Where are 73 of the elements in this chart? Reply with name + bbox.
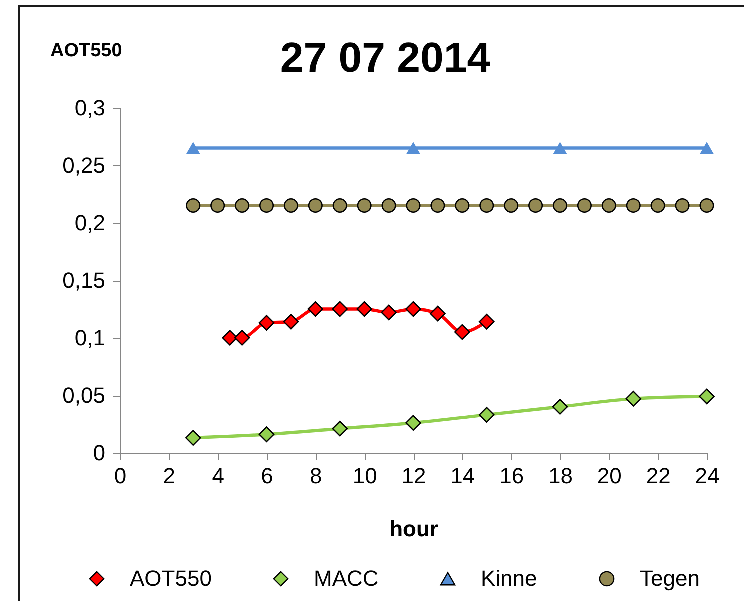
y-tick-label: 0,3 [74,96,106,120]
x-axis-title: hour [390,516,439,542]
point [222,330,238,346]
point [650,198,666,213]
point [234,330,250,346]
point [406,198,421,213]
x-tick-label: 10 [352,464,378,488]
chart-title: 27 07 2014 [280,34,492,81]
point [504,198,519,213]
x-tick-label: 24 [695,464,720,488]
point [258,426,275,442]
point [478,407,495,423]
point [258,315,275,331]
x-tick-label: 12 [402,464,426,488]
point [186,198,201,213]
point [430,198,446,213]
y-tick-label: 0 [93,440,106,466]
point [308,198,323,213]
legend-label: MACC [314,566,379,591]
y-tick-label: 0,2 [74,210,106,236]
legend-label: Tegen [640,566,700,591]
point [406,142,421,154]
point [700,198,714,213]
point [577,198,592,213]
point [332,198,348,213]
point [186,142,200,154]
x-tick-label: 2 [163,464,176,488]
legend-label: Kinne [481,566,538,591]
point [553,142,568,154]
point [259,198,274,213]
x-tick-label: 16 [500,464,524,488]
x-tick-label: 6 [261,464,274,488]
point [185,430,202,446]
point [356,301,372,318]
point [406,415,422,431]
y-tick-label: 0,05 [62,383,106,408]
point [357,198,372,213]
point [602,198,616,213]
y-axis-title: AOT550 [50,40,122,62]
x-tick-label: 20 [597,464,622,488]
point [626,391,642,407]
legend-label: AOT550 [130,566,212,591]
point [308,301,324,318]
point [406,301,422,318]
point [675,198,690,213]
y-tick-label: 0,15 [62,268,106,293]
point [283,314,300,330]
point [455,198,470,213]
point [552,399,568,415]
x-tick-label: 18 [548,464,573,488]
y-tick-label: 0,1 [74,326,106,350]
x-tick-label: 14 [450,464,476,488]
x-tick-label: 22 [646,464,671,488]
x-tick-label: 4 [212,464,224,488]
point [700,142,714,154]
point [381,304,397,321]
point [552,198,568,213]
point [699,388,715,405]
point [626,198,641,213]
point [284,198,298,213]
point [332,420,348,437]
point [210,198,226,213]
point [382,198,396,213]
point [454,324,470,340]
point [430,306,446,322]
x-tick-label: 8 [310,464,322,488]
point [332,301,348,318]
x-tick-label: 0 [114,464,127,488]
point [528,198,544,213]
y-tick-label: 0,25 [62,153,106,178]
point [235,198,250,213]
point [478,314,495,330]
point [480,198,494,213]
